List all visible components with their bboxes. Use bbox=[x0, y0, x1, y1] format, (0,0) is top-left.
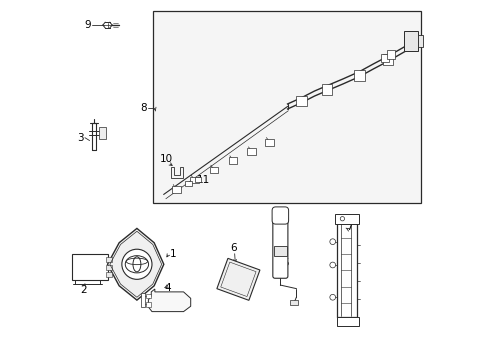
Bar bbox=[228, 157, 237, 164]
Text: 5: 5 bbox=[282, 258, 288, 268]
Text: 11: 11 bbox=[196, 175, 209, 185]
FancyBboxPatch shape bbox=[272, 217, 287, 278]
Circle shape bbox=[329, 294, 335, 300]
Text: 4: 4 bbox=[164, 283, 170, 293]
Bar bbox=[386, 50, 394, 59]
Bar bbox=[335, 214, 358, 224]
Bar bbox=[145, 302, 151, 307]
Bar bbox=[321, 84, 332, 95]
Text: 2: 2 bbox=[80, 285, 86, 296]
Bar bbox=[336, 317, 358, 326]
Bar bbox=[106, 265, 112, 270]
Bar bbox=[417, 35, 422, 47]
Bar bbox=[190, 177, 198, 183]
Bar bbox=[209, 167, 218, 173]
Circle shape bbox=[329, 262, 335, 268]
Text: 10: 10 bbox=[160, 154, 173, 164]
Polygon shape bbox=[148, 289, 190, 312]
Bar bbox=[273, 246, 286, 256]
Bar bbox=[353, 70, 364, 81]
Bar bbox=[382, 54, 392, 65]
Bar bbox=[296, 96, 306, 107]
Text: 8: 8 bbox=[140, 103, 146, 113]
Bar bbox=[99, 127, 106, 139]
Bar bbox=[106, 257, 112, 262]
Text: 7: 7 bbox=[345, 222, 352, 232]
Text: 9: 9 bbox=[84, 20, 91, 30]
Circle shape bbox=[329, 239, 335, 244]
Bar bbox=[106, 272, 112, 277]
Bar bbox=[172, 186, 180, 193]
Bar bbox=[145, 294, 151, 298]
Bar bbox=[289, 300, 297, 305]
Text: 3: 3 bbox=[77, 133, 83, 143]
Bar bbox=[195, 177, 201, 182]
Polygon shape bbox=[107, 228, 163, 300]
Bar bbox=[72, 253, 107, 280]
Bar bbox=[140, 293, 144, 307]
Bar bbox=[265, 139, 273, 145]
Bar bbox=[380, 54, 388, 62]
Bar bbox=[403, 31, 417, 51]
Bar bbox=[247, 148, 255, 155]
Text: 6: 6 bbox=[230, 243, 237, 253]
Bar bbox=[185, 181, 191, 186]
Circle shape bbox=[122, 249, 152, 279]
Polygon shape bbox=[217, 258, 260, 300]
Bar bbox=[153, 12, 421, 203]
Text: 1: 1 bbox=[169, 248, 176, 258]
FancyBboxPatch shape bbox=[271, 207, 288, 224]
